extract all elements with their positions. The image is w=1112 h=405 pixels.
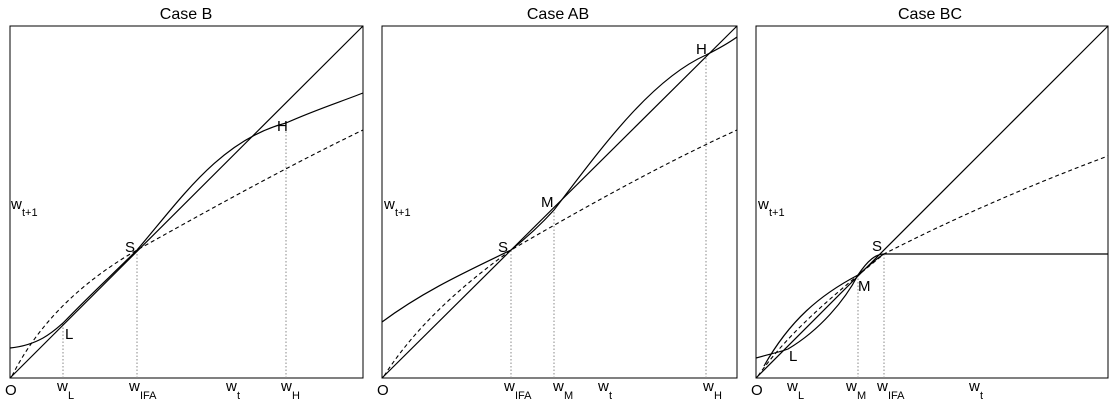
x-tick-label-base: w [503, 378, 515, 395]
plot-frame [381, 25, 738, 379]
x-tick-label-base: w [552, 378, 564, 395]
point-label-m: M [858, 278, 871, 295]
point-label-l: L [789, 348, 797, 365]
x-tick-label: w IFA [503, 378, 532, 402]
x-tick-label-sub: H [292, 390, 300, 402]
origin-label: O [751, 382, 763, 399]
x-tick-label: w IFA [876, 378, 905, 402]
x-tick-label-base: w [786, 378, 798, 395]
point-label-h: H [696, 41, 707, 58]
x-tick-label-sub: t [237, 390, 240, 402]
y-axis-label-sub: t+1 [22, 207, 38, 219]
point-label-m: M [541, 194, 554, 211]
point-label-s: S [872, 238, 882, 255]
x-tick-label-base: w [597, 378, 609, 395]
y-axis-label-sub: t+1 [395, 207, 411, 219]
x-tick-label-sub: M [564, 390, 573, 402]
point-label-s: S [498, 239, 508, 256]
transition-curve-lower [755, 253, 885, 359]
x-tick-label: w H [702, 378, 722, 402]
panel-title: Case AB [527, 6, 589, 23]
x-tick-label-sub: M [857, 390, 866, 402]
x-tick-label: w L [786, 378, 804, 402]
point-label-h: H [277, 118, 288, 135]
x-tick-label-base: w [876, 378, 888, 395]
transition-curve [9, 92, 364, 349]
x-tick-label-sub: t [980, 390, 983, 402]
x-tick-label: w M [845, 378, 866, 402]
x-tick-label-base: w [280, 378, 292, 395]
x-tick-label-base: w [56, 378, 68, 395]
panel-title: Case B [160, 6, 212, 23]
x-tick-label-base: w [128, 378, 140, 395]
x-tick-label: w M [552, 378, 573, 402]
transition-curve-upper [763, 253, 885, 367]
point-label-s: S [125, 239, 135, 256]
45-degree-line [9, 25, 364, 379]
x-tick-label: w t [597, 378, 612, 402]
y-axis-label-base: w [757, 196, 769, 213]
y-axis-label-base: w [10, 196, 22, 213]
x-tick-label: w L [56, 378, 74, 402]
point-label-l: L [65, 326, 73, 343]
y-axis-label: w t+1 [757, 196, 785, 219]
y-axis-label: w t+1 [383, 196, 411, 219]
x-tick-label-sub: H [714, 390, 722, 402]
y-axis-label-sub: t+1 [769, 207, 785, 219]
x-tick-label-sub: L [68, 390, 74, 402]
x-tick-label-sub: IFA [140, 390, 157, 402]
x-tick-label-base: w [702, 378, 714, 395]
y-axis-label-base: w [383, 196, 395, 213]
x-tick-label-base: w [968, 378, 980, 395]
45-degree-line [755, 25, 1109, 379]
dashed-curve [383, 129, 738, 377]
x-tick-label: w t [968, 378, 983, 402]
origin-label: O [377, 382, 389, 399]
x-tick-label-base: w [225, 378, 237, 395]
x-tick-label-sub: IFA [888, 390, 905, 402]
panel-case-b: Case B S L H w t+1 O w L w IFA w t w H [5, 6, 364, 402]
panel-title: Case BC [898, 6, 962, 23]
transition-curve [381, 36, 738, 323]
panel-case-ab: Case AB S M H w t+1 O w IFA w M w t w H [377, 6, 738, 402]
dashed-curve [757, 155, 1109, 377]
x-tick-label-sub: L [798, 390, 804, 402]
plot-frame [9, 25, 364, 379]
y-axis-label: w t+1 [10, 196, 38, 219]
x-tick-label: w IFA [128, 378, 157, 402]
x-tick-label: w t [225, 378, 240, 402]
plot-frame [755, 25, 1109, 379]
x-tick-label-base: w [845, 378, 857, 395]
x-tick-label: w H [280, 378, 300, 402]
origin-label: O [5, 382, 17, 399]
panel-case-bc: Case BC S M L w t+1 O w L w M w IFA w [751, 6, 1109, 402]
x-tick-label-sub: t [609, 390, 612, 402]
x-tick-label-sub: IFA [515, 390, 532, 402]
